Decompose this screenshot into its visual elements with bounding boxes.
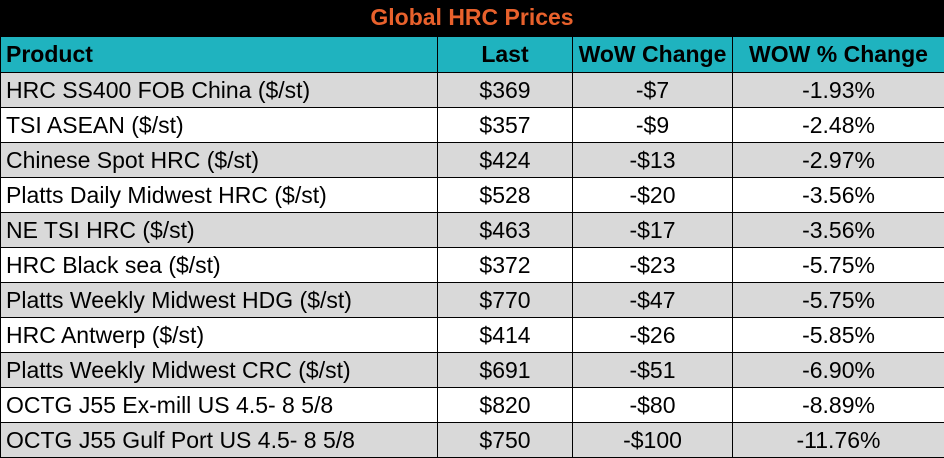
wow-change-cell: -$20 — [572, 177, 733, 213]
wow-change-cell: -$100 — [572, 422, 733, 458]
table-title-bar: Global HRC Prices — [0, 0, 944, 36]
wow-change-cell: -$7 — [572, 72, 733, 108]
wow-pct-change-cell: -5.85% — [732, 317, 944, 353]
wow-change-cell: -$51 — [572, 352, 733, 388]
table-row: Platts Weekly Midwest CRC ($/st) $691 -$… — [0, 352, 944, 388]
table-row: NE TSI HRC ($/st) $463 -$17 -3.56% — [0, 212, 944, 248]
table-row: Platts Weekly Midwest HDG ($/st) $770 -$… — [0, 282, 944, 318]
last-cell: $414 — [437, 317, 573, 353]
product-cell: TSI ASEAN ($/st) — [0, 107, 438, 143]
product-cell: HRC Black sea ($/st) — [0, 247, 438, 283]
table-row: Chinese Spot HRC ($/st) $424 -$13 -2.97% — [0, 142, 944, 178]
last-cell: $369 — [437, 72, 573, 108]
last-cell: $424 — [437, 142, 573, 178]
product-cell: OCTG J55 Ex-mill US 4.5- 8 5/8 — [0, 387, 438, 423]
wow-pct-change-cell: -3.56% — [732, 177, 944, 213]
product-cell: HRC Antwerp ($/st) — [0, 317, 438, 353]
last-cell: $691 — [437, 352, 573, 388]
table-row: TSI ASEAN ($/st) $357 -$9 -2.48% — [0, 107, 944, 143]
table-row: HRC Black sea ($/st) $372 -$23 -5.75% — [0, 247, 944, 283]
product-cell: NE TSI HRC ($/st) — [0, 212, 438, 248]
wow-pct-change-cell: -5.75% — [732, 282, 944, 318]
last-cell: $528 — [437, 177, 573, 213]
product-cell: Platts Weekly Midwest HDG ($/st) — [0, 282, 438, 318]
last-cell: $770 — [437, 282, 573, 318]
wow-pct-change-cell: -6.90% — [732, 352, 944, 388]
wow-pct-change-cell: -11.76% — [732, 422, 944, 458]
product-cell: Chinese Spot HRC ($/st) — [0, 142, 438, 178]
product-cell: Platts Daily Midwest HRC ($/st) — [0, 177, 438, 213]
product-cell: Platts Weekly Midwest CRC ($/st) — [0, 352, 438, 388]
last-cell: $372 — [437, 247, 573, 283]
wow-change-cell: -$26 — [572, 317, 733, 353]
last-cell: $463 — [437, 212, 573, 248]
wow-pct-change-cell: -8.89% — [732, 387, 944, 423]
wow-pct-change-cell: -3.56% — [732, 212, 944, 248]
header-wow-change: WoW Change — [572, 36, 733, 73]
price-table: Product Last WoW Change WOW % Change HRC… — [0, 36, 944, 458]
wow-change-cell: -$80 — [572, 387, 733, 423]
product-cell: HRC SS400 FOB China ($/st) — [0, 72, 438, 108]
table-row: HRC Antwerp ($/st) $414 -$26 -5.85% — [0, 317, 944, 353]
wow-change-cell: -$13 — [572, 142, 733, 178]
wow-pct-change-cell: -2.97% — [732, 142, 944, 178]
wow-pct-change-cell: -2.48% — [732, 107, 944, 143]
table-row: OCTG J55 Ex-mill US 4.5- 8 5/8 $820 -$80… — [0, 387, 944, 423]
header-last: Last — [437, 36, 573, 73]
table-title: Global HRC Prices — [370, 3, 574, 30]
header-wow-pct-change: WOW % Change — [732, 36, 944, 73]
last-cell: $820 — [437, 387, 573, 423]
header-row: Product Last WoW Change WOW % Change — [0, 36, 944, 73]
last-cell: $750 — [437, 422, 573, 458]
wow-change-cell: -$9 — [572, 107, 733, 143]
last-cell: $357 — [437, 107, 573, 143]
wow-change-cell: -$47 — [572, 282, 733, 318]
wow-change-cell: -$23 — [572, 247, 733, 283]
header-product: Product — [0, 36, 438, 73]
wow-pct-change-cell: -5.75% — [732, 247, 944, 283]
wow-pct-change-cell: -1.93% — [732, 72, 944, 108]
wow-change-cell: -$17 — [572, 212, 733, 248]
table-row: HRC SS400 FOB China ($/st) $369 -$7 -1.9… — [0, 72, 944, 108]
table-row: OCTG J55 Gulf Port US 4.5- 8 5/8 $750 -$… — [0, 422, 944, 458]
product-cell: OCTG J55 Gulf Port US 4.5- 8 5/8 — [0, 422, 438, 458]
table-row: Platts Daily Midwest HRC ($/st) $528 -$2… — [0, 177, 944, 213]
